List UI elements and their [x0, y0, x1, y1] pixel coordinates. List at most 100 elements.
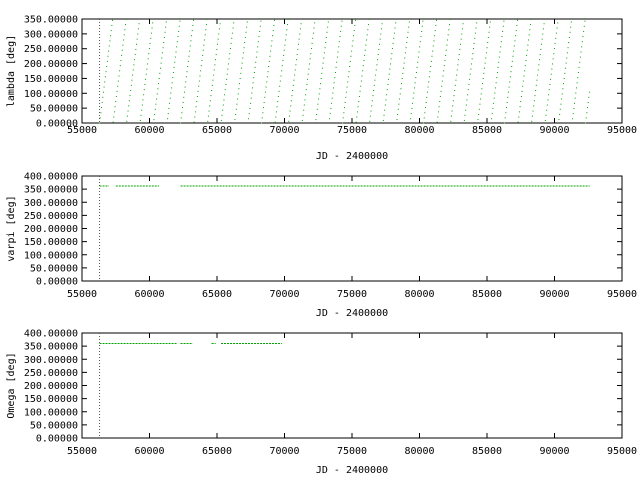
- data-point: [539, 59, 541, 61]
- data-point: [430, 60, 432, 62]
- data-point: [360, 80, 362, 82]
- data-point: [296, 54, 298, 56]
- data-point: [133, 64, 135, 66]
- data-point: [546, 104, 548, 106]
- data-point: [461, 33, 463, 35]
- data-point: [262, 107, 264, 109]
- data-point: [444, 60, 446, 62]
- data-point: [167, 113, 169, 115]
- data-point: [269, 55, 271, 57]
- data-point: [132, 74, 134, 76]
- data-point: [383, 114, 385, 116]
- data-point: [142, 99, 144, 101]
- data-point: [193, 121, 195, 123]
- data-point: [170, 87, 172, 89]
- data-point: [423, 117, 425, 119]
- y-tick-label: 150.00000: [24, 74, 78, 85]
- data-point: [136, 38, 138, 40]
- data-point: [580, 51, 582, 53]
- data-point: [524, 70, 526, 72]
- data-point: [161, 57, 163, 59]
- data-point: [552, 63, 554, 65]
- data-point: [552, 58, 554, 60]
- data-point: [437, 116, 439, 118]
- data-point: [290, 105, 292, 107]
- data-point: [346, 86, 348, 88]
- data-point: [472, 53, 474, 55]
- x-tick-label: 75000: [337, 125, 367, 136]
- data-point: [445, 49, 447, 51]
- data-point: [257, 46, 259, 48]
- y-tick-label: 150.00000: [24, 237, 78, 248]
- data-point: [545, 114, 547, 116]
- data-point: [582, 36, 584, 38]
- data-point: [558, 119, 560, 121]
- data-point: [525, 60, 527, 62]
- data-point: [149, 42, 151, 44]
- x-tick-label: 70000: [269, 446, 299, 457]
- data-point: [440, 90, 442, 92]
- data-point: [236, 103, 238, 105]
- data-point: [354, 24, 356, 26]
- data-point: [505, 107, 507, 109]
- data-point: [182, 101, 184, 103]
- data-point: [258, 36, 260, 38]
- data-point: [310, 48, 312, 50]
- data-point: [187, 60, 189, 62]
- data-point: [341, 20, 343, 22]
- data-point: [243, 47, 245, 49]
- data-point: [99, 117, 101, 119]
- data-point: [370, 110, 372, 112]
- data-point: [338, 41, 340, 43]
- plot-frame: [81, 18, 623, 124]
- data-point: [522, 85, 524, 87]
- data-point: [128, 105, 130, 107]
- data-point: [403, 62, 405, 64]
- data-point: [462, 23, 464, 25]
- data-point: [331, 102, 333, 104]
- data-point: [313, 27, 315, 29]
- data-point: [384, 104, 386, 106]
- data-point: [497, 66, 499, 68]
- data-point: [358, 95, 360, 97]
- data-point: [125, 18, 127, 20]
- data-point: [229, 48, 231, 50]
- data-point: [100, 112, 102, 114]
- data-point: [137, 33, 139, 35]
- data-point: [518, 111, 520, 113]
- data-point: [259, 30, 261, 32]
- data-point: [441, 85, 443, 87]
- data-point: [253, 72, 255, 74]
- data-point: [168, 107, 170, 109]
- y-tick-label: 300.00000: [24, 355, 78, 366]
- data-point: [261, 117, 263, 119]
- x-tick-label: 90000: [539, 289, 569, 300]
- data-point: [283, 54, 285, 56]
- data-point: [340, 30, 342, 32]
- data-point: [393, 32, 395, 34]
- y-axis-label: lambda [deg]: [6, 35, 17, 107]
- data-point: [419, 41, 421, 43]
- data-point: [439, 95, 441, 97]
- x-tick-label: 90000: [539, 446, 569, 457]
- data-point: [448, 29, 450, 31]
- data-point: [117, 80, 119, 82]
- data-point: [100, 107, 102, 109]
- data-point: [164, 31, 166, 33]
- data-point: [332, 87, 334, 89]
- data-point: [211, 89, 213, 91]
- data-point: [296, 59, 298, 61]
- data-point: [528, 34, 530, 36]
- data-point: [508, 86, 510, 88]
- data-point: [433, 40, 435, 42]
- y-tick-label: 0.00000: [36, 277, 78, 288]
- data-point: [550, 78, 552, 80]
- data-point: [426, 91, 428, 93]
- data-point: [224, 94, 226, 96]
- data-point: [113, 111, 115, 113]
- data-point: [410, 118, 412, 120]
- data-point: [179, 20, 181, 22]
- data-point: [427, 86, 429, 88]
- data-point: [321, 72, 323, 74]
- data-point: [387, 83, 389, 85]
